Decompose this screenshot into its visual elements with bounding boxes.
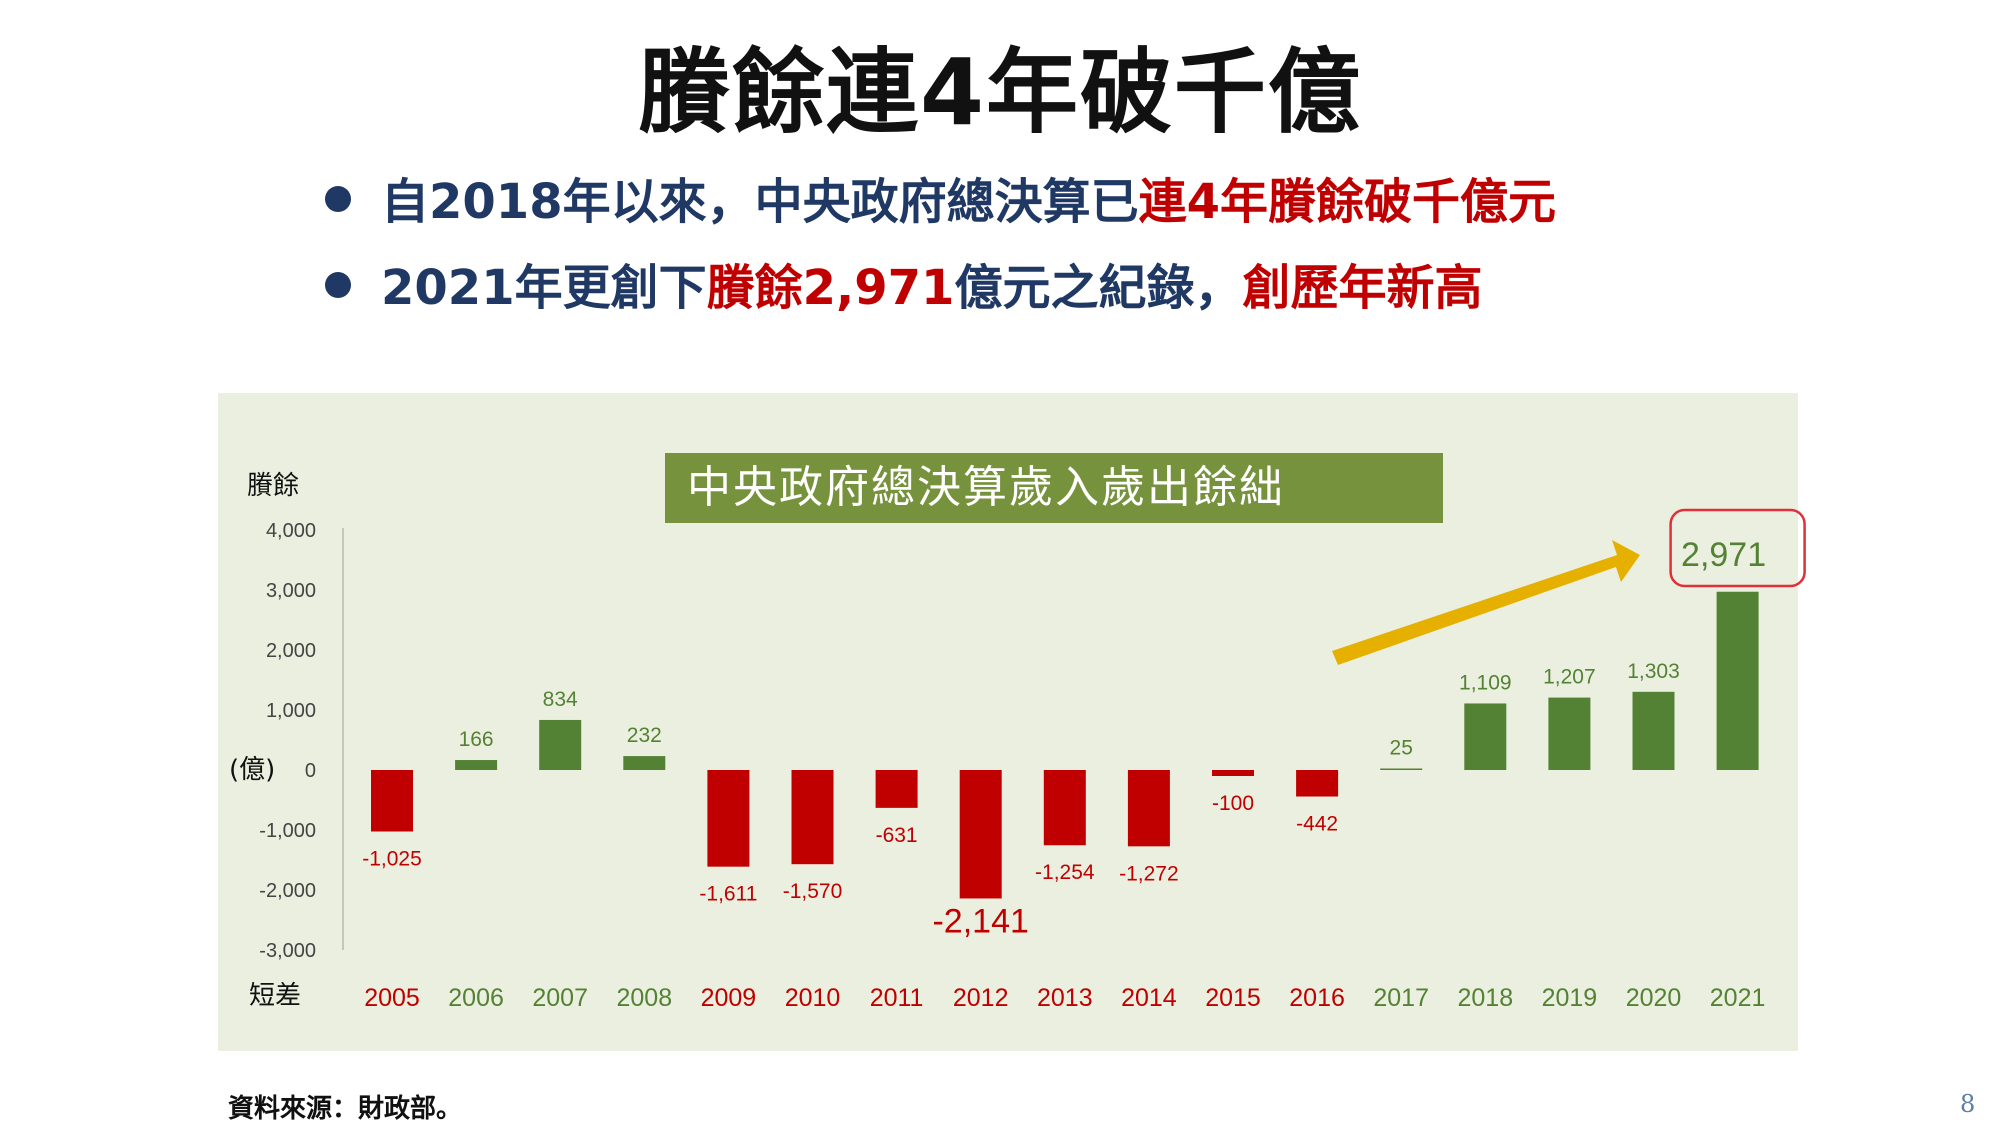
data-label: 25 <box>1390 737 1413 760</box>
bullet-2-highlight: 賸餘2,971 <box>706 260 955 316</box>
bar <box>1043 770 1086 846</box>
x-tick-label: 2008 <box>616 984 672 1012</box>
x-tick-label: 2012 <box>953 984 1009 1012</box>
bullet-point-1: 自2018年以來，中央政府總決算已連4年賸餘破千億元 <box>325 162 1556 232</box>
data-label: -1,272 <box>1119 862 1179 885</box>
bar <box>1548 697 1591 770</box>
x-tick-label: 2014 <box>1121 984 1177 1012</box>
bullet-dot-icon <box>325 186 351 212</box>
x-tick-label: 2013 <box>1037 984 1093 1012</box>
y-label-surplus: 賸餘 <box>247 471 299 501</box>
bullet-1-text: 自2018年以來，中央政府總決算已 <box>381 174 1139 230</box>
bar <box>959 770 1002 899</box>
bar <box>1716 591 1759 770</box>
bullet-2-text: 2021年更創下 <box>381 260 707 316</box>
bar <box>1127 770 1170 847</box>
x-tick-label: 2006 <box>448 984 504 1012</box>
source-note: 資料來源：財政部。 <box>228 1094 463 1124</box>
bullet-dot-icon <box>325 272 351 298</box>
bar <box>707 770 750 867</box>
data-label: 1,207 <box>1543 666 1596 689</box>
x-tick-label: 2019 <box>1542 984 1598 1012</box>
x-tick-label: 2020 <box>1626 984 1682 1012</box>
data-label: -1,611 <box>699 883 757 906</box>
x-tick-label: 2005 <box>364 984 420 1012</box>
y-tick-label: 4,000 <box>266 520 316 542</box>
x-tick-label: 2009 <box>701 984 757 1012</box>
x-tick-label: 2015 <box>1205 984 1261 1012</box>
x-tick-label: 2007 <box>532 984 588 1012</box>
data-label: -631 <box>876 824 918 847</box>
bar <box>1464 703 1507 770</box>
data-label: -100 <box>1212 792 1254 815</box>
data-label: 1,303 <box>1627 660 1680 683</box>
data-label: -1,570 <box>783 880 843 903</box>
y-tick-label: 3,000 <box>266 580 316 602</box>
bar <box>875 770 918 808</box>
y-tick-label: -2,000 <box>259 880 316 902</box>
x-tick-label: 2011 <box>870 984 924 1012</box>
data-label: 1,109 <box>1459 671 1512 694</box>
x-tick-label: 2017 <box>1373 984 1429 1012</box>
bullet-2-highlight-end: 創歷年新高 <box>1242 260 1483 316</box>
x-tick-label: 2021 <box>1710 984 1766 1012</box>
bullet-point-2: 2021年更創下賸餘2,971億元之紀錄，創歷年新高 <box>325 248 1482 318</box>
x-tick-label: 2010 <box>785 984 841 1012</box>
bar <box>791 770 834 865</box>
y-tick-label: 1,000 <box>266 700 316 722</box>
highlight-label: 2,971 <box>1681 536 1766 574</box>
y-tick-label: 2,000 <box>266 640 316 662</box>
data-label: 166 <box>459 728 494 751</box>
data-label: -1,025 <box>362 848 422 871</box>
highlight-box <box>1669 508 1806 588</box>
y-tick-label: -1,000 <box>259 820 316 842</box>
page-number: 8 <box>1960 1090 1976 1118</box>
y-label-unit: (億) <box>229 755 275 785</box>
bar <box>1632 691 1675 770</box>
data-label: -442 <box>1296 813 1338 836</box>
bar <box>1380 768 1423 770</box>
y-label-deficit: 短差 <box>249 981 301 1011</box>
bar <box>623 756 666 770</box>
bullet-1-highlight: 連4年賸餘破千億元 <box>1138 174 1557 230</box>
data-label: 232 <box>627 724 662 747</box>
bar <box>539 719 582 770</box>
bullet-2-text-mid: 億元之紀錄， <box>954 260 1243 316</box>
trend-arrow-icon <box>1332 540 1640 665</box>
data-label: -2,141 <box>932 902 1028 940</box>
page-title: 賸餘連4年破千億 <box>637 39 1362 146</box>
y-tick-label: 0 <box>305 760 316 782</box>
x-tick-label: 2016 <box>1289 984 1345 1012</box>
chart-title: 中央政府總決算歲入歲出餘絀 <box>665 453 1443 523</box>
bar <box>1212 770 1254 776</box>
data-label: 834 <box>543 688 578 711</box>
data-label: -1,254 <box>1035 861 1095 884</box>
x-tick-label: 2018 <box>1457 984 1513 1012</box>
bar <box>455 760 498 770</box>
bar <box>1296 770 1339 797</box>
bar <box>371 770 413 832</box>
y-tick-label: -3,000 <box>259 940 316 962</box>
